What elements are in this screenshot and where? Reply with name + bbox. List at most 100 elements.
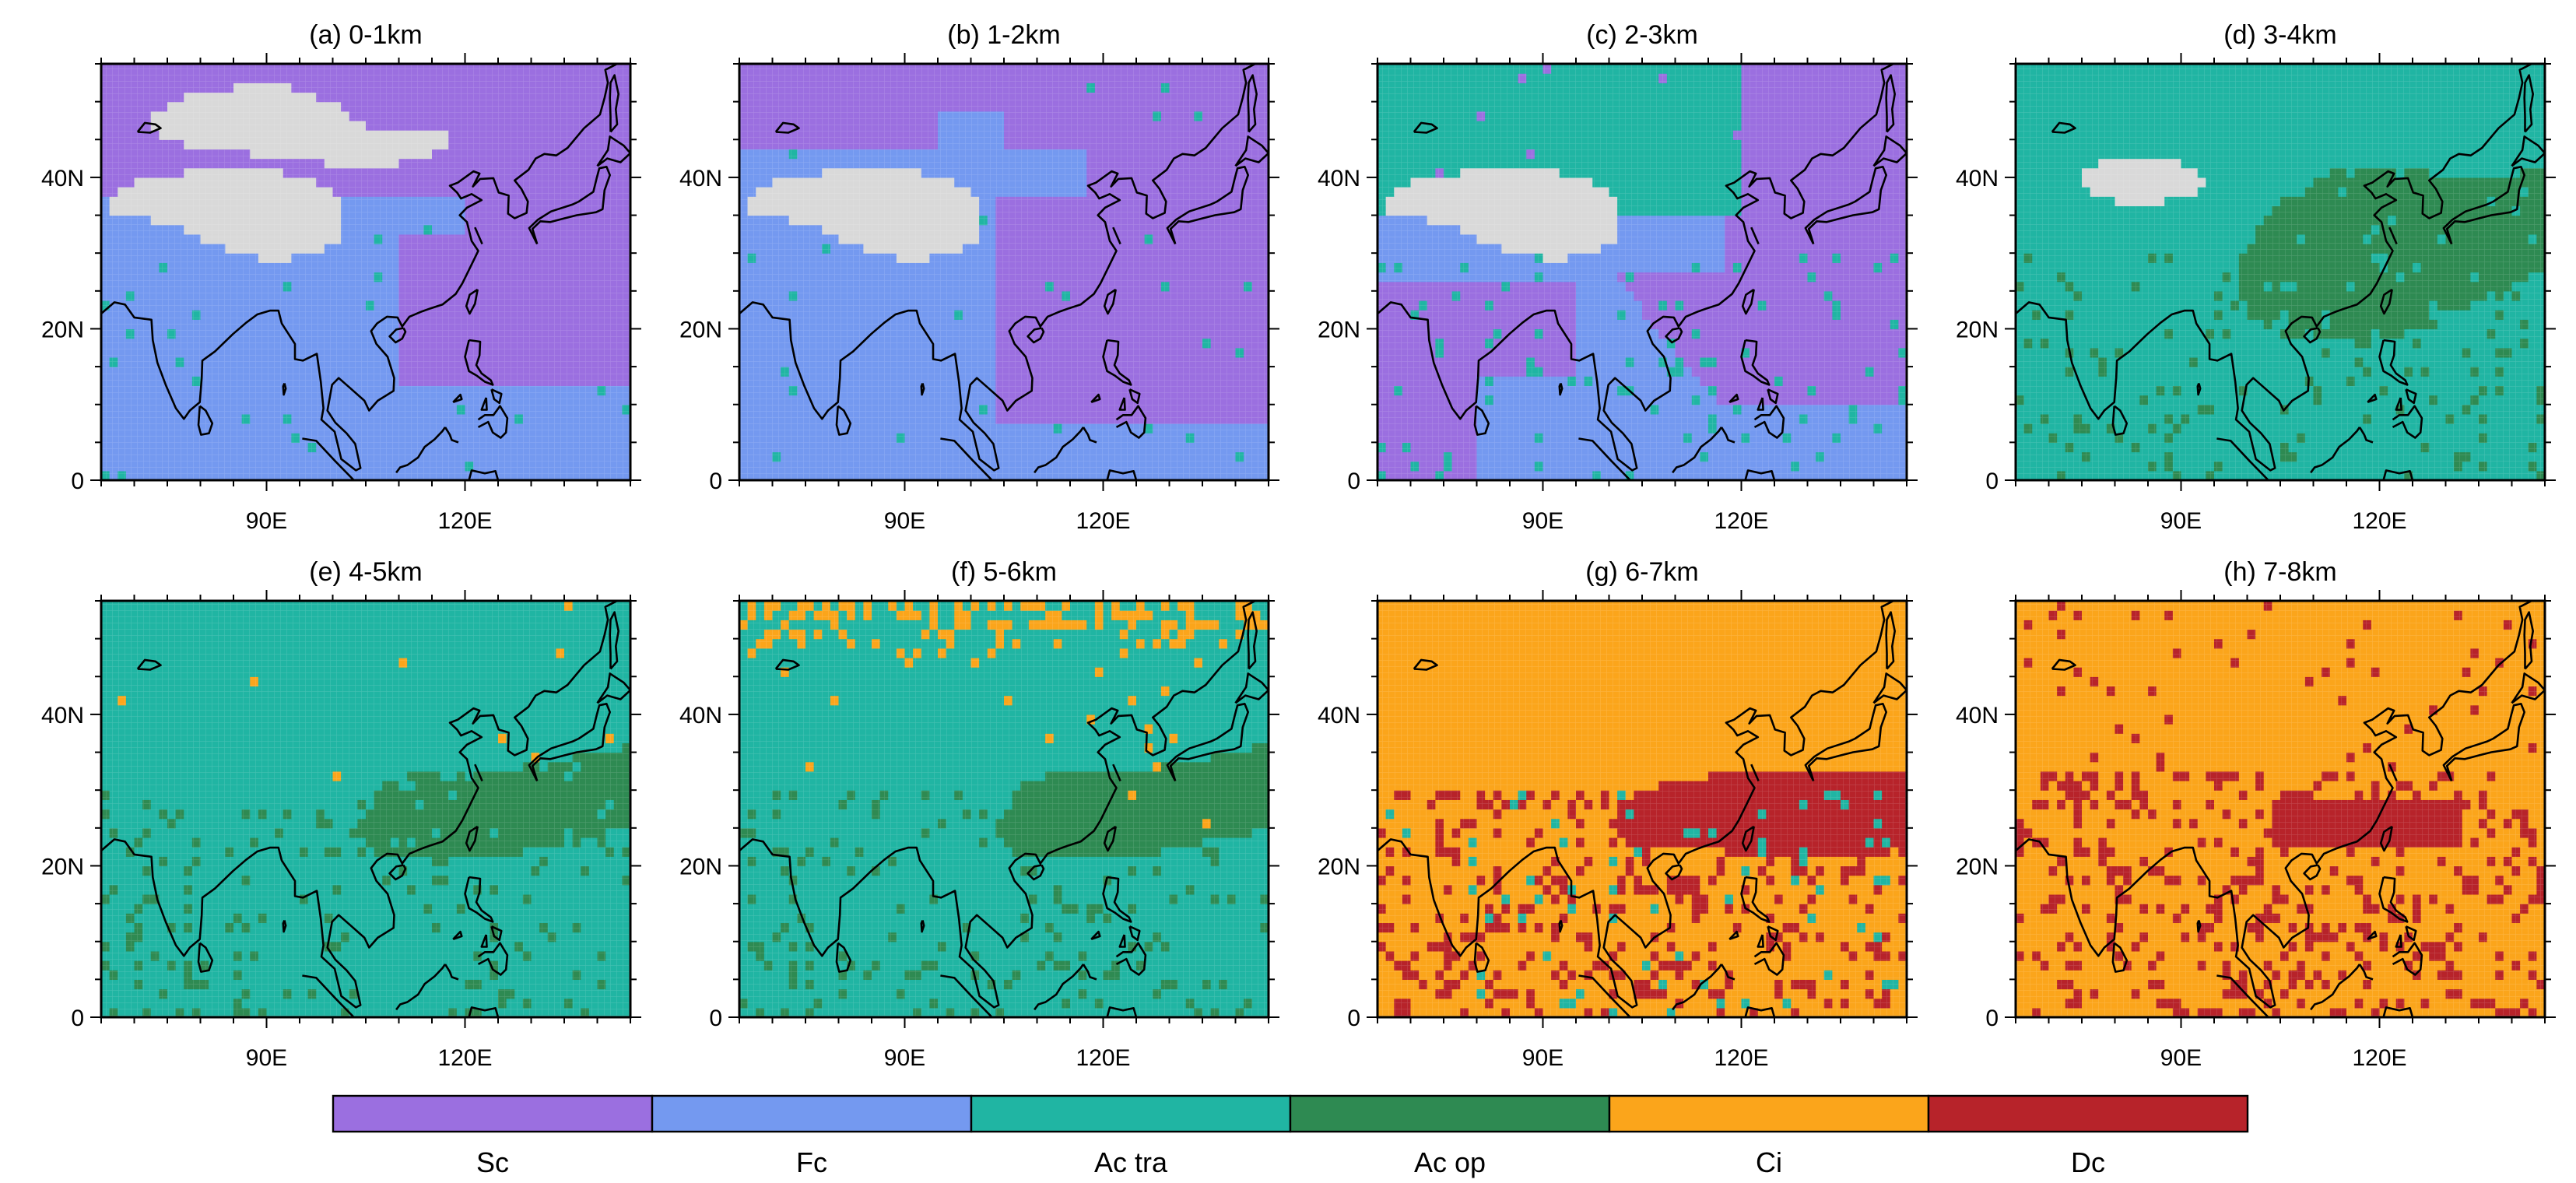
coastline-path (2379, 825, 2393, 852)
coastline-path (1118, 397, 1126, 411)
y-tick-label: 0 (1985, 469, 1999, 494)
coastline-path (2111, 405, 2129, 436)
coastline-path (596, 672, 630, 704)
y-tick-label: 0 (71, 1006, 84, 1031)
coastline-path (388, 327, 407, 344)
coastline-path (1103, 288, 1117, 315)
coastline-path (1741, 288, 1755, 315)
y-tick-label: 40N (1318, 166, 1360, 191)
legend-swatch-sc (332, 1094, 654, 1133)
coastline-path (465, 288, 479, 315)
coastline-path (2405, 388, 2417, 405)
grid-overlay (101, 64, 630, 480)
coastline-path (1672, 427, 1723, 474)
coastline-path (474, 764, 483, 782)
coastline-path (2216, 974, 2269, 1017)
coastline-path (2382, 469, 2414, 480)
coastline-path (1804, 166, 1887, 245)
coastline-path (1166, 703, 1249, 782)
coastline-path (1885, 611, 1896, 670)
coastline-path (1720, 964, 1735, 981)
x-tick-label: 120E (2352, 1045, 2406, 1071)
coastline-path (1027, 864, 1045, 881)
coastline-path (739, 601, 1256, 1009)
coastline-path (1082, 964, 1097, 981)
panel-title: (d) 3-4km (2223, 20, 2336, 50)
panel-a: 90E 120E 0 20N 40N (a) 0-1km (41, 20, 641, 534)
coastline-path (1112, 764, 1121, 782)
coastline-path (2378, 339, 2409, 386)
coastline-path (1665, 327, 1683, 344)
coastline-path (2395, 934, 2402, 948)
panel-f: 90E 120E 0 20N 40N (f) 5-6km (679, 557, 1279, 1071)
coastline-path (1473, 942, 1490, 973)
coastline-path (1728, 930, 1739, 941)
x-tick-label: 90E (884, 1045, 925, 1071)
coastline-path (1128, 388, 1141, 405)
y-tick-label: 20N (1956, 854, 1999, 879)
coastline-path (1115, 405, 1147, 439)
panel-title: (e) 4-5km (309, 557, 422, 587)
coastline-path (2395, 397, 2402, 411)
y-tick-label: 40N (41, 166, 84, 191)
x-tick-label: 90E (1522, 1045, 1563, 1071)
coastline-path (1413, 121, 1438, 134)
coastline-path (474, 226, 483, 245)
legend-label: Ac tra (1094, 1146, 1168, 1178)
panel-title: (g) 6-7km (1585, 557, 1698, 587)
y-tick-label: 0 (709, 1006, 722, 1031)
coastline (739, 601, 1269, 1017)
coastline-path (2442, 166, 2525, 245)
panel-title: (a) 0-1km (309, 20, 422, 50)
coastline-path (197, 405, 214, 436)
coastline-path (395, 427, 447, 474)
coastline-path (477, 405, 509, 439)
coastline-path (2523, 611, 2534, 670)
coastline-path (2511, 672, 2545, 704)
coastline-path (1106, 1006, 1138, 1017)
y-tick-label: 0 (709, 469, 722, 494)
coastline-path (920, 382, 925, 396)
panel-b: 90E 120E 0 20N 40N (b) 1-2km (679, 20, 1279, 534)
coastline-path (477, 942, 509, 976)
coastline-path (197, 942, 214, 973)
coastline-path (282, 919, 287, 933)
colorbar-legend: Sc Fc Ac tra Ac op Ci Dc (332, 1094, 2249, 1178)
coastline (101, 601, 630, 1017)
coastline-path (2196, 383, 2202, 396)
coastline-path (1767, 388, 1779, 405)
coastline-path (136, 658, 162, 671)
y-tick-label: 20N (679, 854, 722, 879)
legend-label: Fc (796, 1146, 827, 1178)
coastline-path (1741, 825, 1755, 852)
coastline-path (596, 135, 630, 167)
panel-title: (c) 2-3km (1586, 20, 1698, 50)
y-tick-label: 0 (1347, 469, 1360, 494)
panel-d: 90E 120E 0 20N 40N (d) 3-4km (1956, 20, 2556, 534)
y-tick-label: 20N (1318, 317, 1360, 342)
x-tick-label: 120E (1076, 1045, 1130, 1071)
x-tick-label: 120E (437, 508, 492, 534)
coastline-path (2378, 876, 2409, 923)
coastline-path (464, 876, 494, 923)
coastline-path (2016, 601, 2532, 1009)
coastline-path (490, 925, 503, 942)
grid-overlay (2016, 601, 2545, 1017)
legend-swatch-ac-op (1289, 1094, 1611, 1133)
coastline-path (2310, 427, 2361, 474)
panel-title: (b) 1-2km (947, 20, 1060, 50)
x-tick-label: 90E (2160, 1045, 2202, 1071)
coastline-path (940, 437, 993, 480)
coastline-path (609, 611, 619, 670)
coastline-path (1247, 611, 1258, 670)
x-tick-label: 120E (1714, 508, 1768, 534)
coastline-path (101, 64, 618, 472)
coastline-path (774, 658, 800, 671)
coastline-path (468, 1006, 500, 1017)
coastline-path (1665, 864, 1683, 881)
coastline-path (2358, 964, 2374, 981)
panel-title: (h) 7-8km (2223, 557, 2336, 587)
y-tick-label: 40N (41, 703, 84, 728)
coastline-path (835, 942, 852, 973)
coastline-path (444, 964, 459, 981)
